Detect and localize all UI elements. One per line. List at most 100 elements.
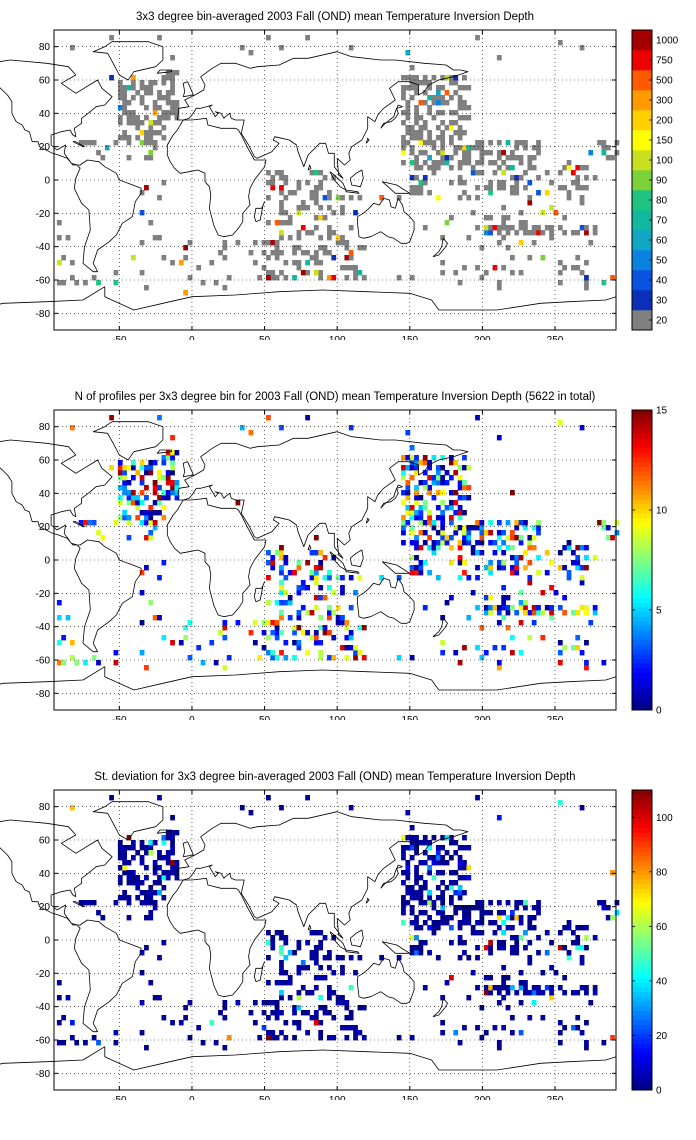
- coastline: [365, 517, 370, 524]
- data-bin: [69, 260, 75, 266]
- data-bin: [448, 535, 454, 541]
- data-bin: [435, 85, 441, 91]
- colorbar-step: [632, 888, 652, 894]
- data-bin: [165, 495, 171, 501]
- data-bin: [457, 540, 463, 546]
- data-bin: [557, 1020, 563, 1026]
- colorbar-swatch: [632, 290, 652, 311]
- data-bin: [435, 95, 441, 101]
- data-bin: [405, 835, 411, 841]
- colorbar-step: [632, 513, 652, 519]
- data-bin: [409, 150, 415, 156]
- data-bin: [505, 215, 511, 221]
- data-bin: [479, 1035, 485, 1041]
- data-bin: [405, 510, 411, 516]
- data-bin: [470, 970, 476, 976]
- data-bin: [126, 135, 132, 141]
- colorbar-step: [632, 790, 652, 796]
- data-bin: [361, 245, 367, 251]
- data-bin: [448, 880, 454, 886]
- data-bin: [130, 870, 136, 876]
- x-tick-label: -50: [112, 715, 127, 720]
- x-tick-label: 250: [547, 1095, 564, 1100]
- data-bin: [126, 100, 132, 106]
- data-bin: [475, 35, 480, 41]
- data-bin: [405, 845, 411, 851]
- data-bin: [509, 950, 515, 956]
- data-bin: [117, 895, 123, 901]
- data-bin: [144, 115, 149, 121]
- data-bin: [296, 560, 302, 566]
- data-bin: [279, 570, 284, 576]
- data-bin: [144, 140, 149, 146]
- data-bin: [418, 950, 424, 956]
- data-bin: [122, 890, 128, 896]
- data-bin: [422, 940, 428, 946]
- data-bin: [496, 55, 502, 61]
- data-bin: [422, 160, 428, 166]
- data-bin-labeled: [422, 175, 428, 181]
- data-bin: [218, 1010, 223, 1016]
- colorbar-step: [632, 1080, 652, 1086]
- data-bin: [135, 875, 141, 881]
- data-bin: [348, 605, 354, 611]
- data-bin: [444, 850, 450, 856]
- data-bin: [509, 255, 515, 261]
- data-bin: [588, 620, 594, 626]
- data-bin: [122, 95, 128, 101]
- data-bin: [170, 90, 175, 96]
- data-bin: [305, 990, 310, 996]
- data-bin: [483, 610, 489, 616]
- data-bin: [584, 285, 589, 291]
- data-bin: [248, 630, 254, 636]
- data-bin: [557, 605, 563, 611]
- data-bin: [157, 90, 162, 96]
- data-bin: [157, 875, 162, 881]
- data-bin: [518, 605, 524, 611]
- colorbar-step: [632, 677, 652, 683]
- data-bin: [414, 880, 419, 886]
- data-bin: [309, 170, 315, 176]
- data-bin: [457, 935, 463, 941]
- data-bin: [222, 625, 228, 631]
- data-bin: [470, 210, 476, 216]
- data-bin: [161, 505, 167, 511]
- data-bin-labeled: [610, 275, 615, 281]
- data-bin: [514, 520, 520, 526]
- data-bin: [444, 920, 450, 926]
- data-bin: [296, 180, 302, 186]
- chart-profile-count: N of profiles per 3x3 degree bin for 200…: [0, 391, 668, 720]
- data-bin: [540, 590, 546, 596]
- y-tick-label: 20: [39, 902, 51, 913]
- data-bin: [527, 545, 533, 551]
- data-bin: [466, 155, 472, 161]
- data-bin: [440, 515, 446, 521]
- data-bin: [440, 835, 446, 841]
- data-bin: [462, 905, 467, 911]
- data-bin: [139, 970, 145, 976]
- data-bin: [414, 920, 419, 926]
- data-bin: [435, 855, 441, 861]
- data-bin: [584, 925, 589, 931]
- data-bin: [170, 105, 175, 111]
- data-bin: [514, 535, 520, 541]
- data-bin: [270, 630, 276, 636]
- data-bin: [440, 880, 446, 886]
- data-bin: [100, 915, 106, 921]
- data-bin: [427, 520, 432, 526]
- data-bin: [83, 520, 88, 526]
- data-bin: [313, 930, 319, 936]
- coastline: [254, 201, 265, 223]
- data-bin: [527, 960, 533, 966]
- data-bin: [130, 855, 136, 861]
- data-bin: [518, 1030, 524, 1036]
- data-bin: [279, 210, 284, 216]
- data-bin: [152, 120, 158, 126]
- data-bin: [226, 655, 232, 661]
- data-bin: [422, 120, 428, 126]
- data-bin: [418, 165, 424, 171]
- data-bin: [440, 480, 446, 486]
- data-bin: [427, 570, 432, 576]
- data-bin: [562, 610, 568, 616]
- data-bin: [139, 500, 145, 506]
